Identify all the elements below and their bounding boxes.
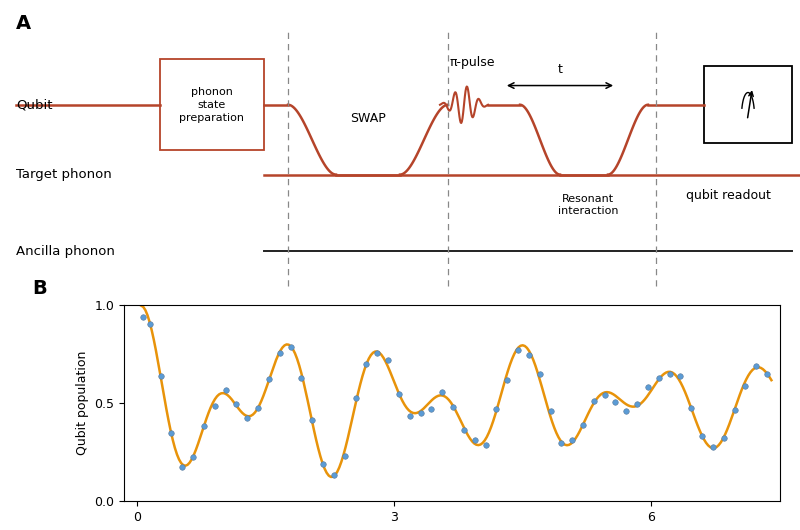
Point [176, 463, 189, 471]
Point [587, 397, 600, 405]
Text: B: B [32, 279, 46, 298]
Point [198, 422, 210, 430]
Text: Ancilla phonon: Ancilla phonon [16, 245, 115, 258]
Point [458, 426, 470, 434]
Point [534, 370, 546, 378]
Point [663, 369, 676, 378]
Point [479, 441, 492, 449]
Point [630, 400, 643, 409]
Point [577, 421, 590, 429]
Point [761, 370, 774, 378]
Point [230, 399, 242, 408]
Point [468, 436, 481, 444]
Point [154, 372, 167, 380]
Point [653, 374, 666, 383]
Point [360, 359, 373, 368]
Text: Target phonon: Target phonon [16, 168, 112, 181]
Point [728, 406, 741, 414]
Text: qubit readout: qubit readout [686, 189, 770, 201]
Point [349, 394, 362, 402]
Point [252, 404, 265, 413]
Point [620, 407, 633, 415]
Point [284, 342, 297, 351]
Point [338, 452, 351, 460]
Point [262, 374, 275, 383]
Point [598, 391, 611, 399]
Point [295, 374, 308, 383]
Point [241, 414, 254, 422]
Point [739, 382, 752, 390]
Point [446, 403, 459, 411]
Point [317, 460, 330, 469]
Bar [160, 59, 264, 150]
Point [501, 376, 514, 385]
Y-axis label: Qubit population: Qubit population [76, 351, 89, 455]
Point [706, 443, 719, 452]
Point [609, 398, 622, 406]
Point [436, 387, 449, 396]
Text: π-pulse: π-pulse [450, 56, 494, 69]
Point [555, 438, 568, 447]
Point [512, 346, 525, 355]
Point [566, 436, 578, 444]
Text: A: A [16, 14, 31, 33]
Point [186, 453, 199, 461]
Point [718, 434, 730, 442]
Point [414, 408, 427, 417]
Point [137, 313, 150, 322]
Text: SWAP: SWAP [350, 112, 386, 125]
Point [696, 431, 709, 440]
Point [403, 412, 416, 420]
Point [208, 401, 221, 410]
Point [425, 404, 438, 413]
Text: Qubit: Qubit [16, 98, 53, 111]
Point [674, 372, 687, 380]
Point [143, 320, 156, 328]
Point [544, 407, 557, 415]
Point [219, 386, 232, 394]
Text: Resonant
interaction: Resonant interaction [558, 194, 618, 216]
Point [370, 349, 383, 357]
Point [685, 403, 698, 412]
Point [274, 349, 286, 357]
Point [522, 350, 535, 359]
Text: t: t [558, 63, 562, 76]
Point [327, 471, 340, 480]
Bar [704, 66, 792, 143]
Point [750, 361, 762, 370]
Text: phonon
state
preparation: phonon state preparation [179, 86, 245, 123]
Point [490, 405, 502, 413]
Point [165, 428, 178, 437]
Point [382, 356, 394, 364]
Point [393, 389, 406, 398]
Point [306, 416, 318, 424]
Point [642, 383, 654, 392]
